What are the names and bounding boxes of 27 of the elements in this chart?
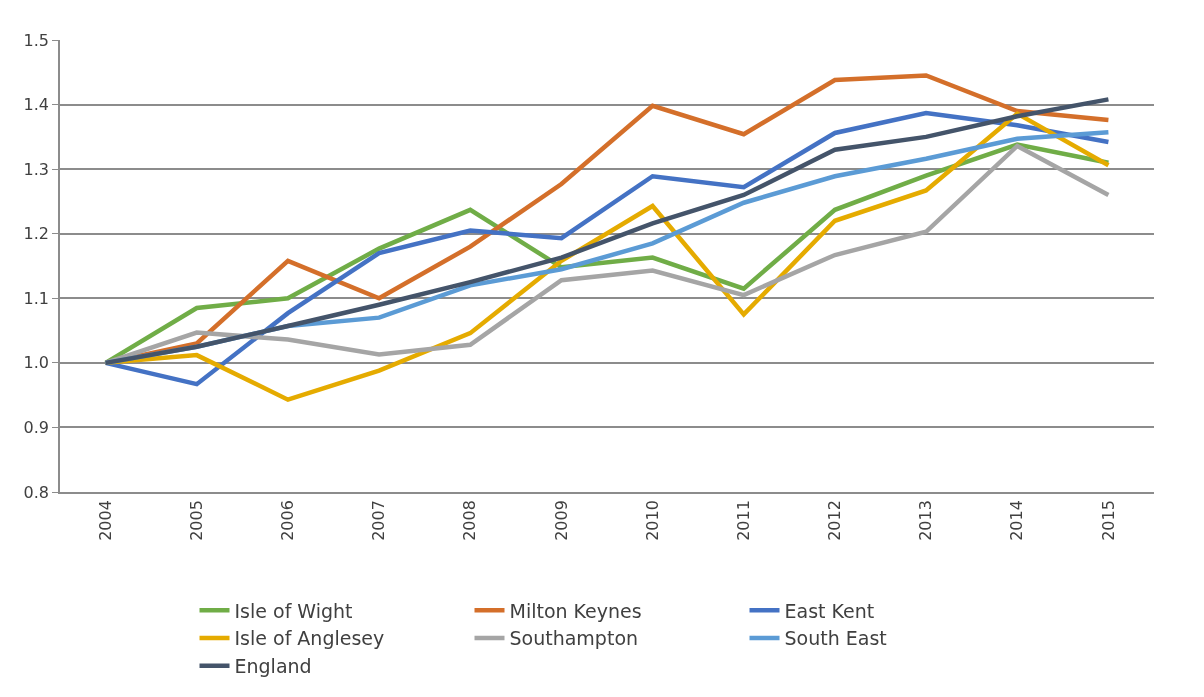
y-tick-label: 1.5 [23,30,50,50]
y-tick-label: 0.8 [23,482,50,502]
legend-label: Southampton [509,627,639,650]
x-tick-label: 2011 [733,500,753,541]
x-tick-label: 2005 [186,500,206,541]
y-tick-label: 1.0 [23,353,50,373]
y-tick-label: 0.9 [23,418,50,438]
x-tick-label: 2007 [369,500,389,541]
y-tick-label: 1.2 [23,224,50,244]
legend-label: Milton Keynes [509,599,642,622]
x-tick-label: 2015 [1098,500,1118,541]
x-tick-label: 2009 [551,500,571,541]
y-tick-label: 1.1 [23,288,50,308]
legend-label: England [234,655,312,678]
legend-label: Isle of Wight [234,599,353,622]
x-tick-label: 2013 [916,500,936,541]
x-tick-label: 2014 [1007,500,1027,541]
x-tick-label: 2006 [278,500,298,541]
y-tick-label: 1.4 [23,95,50,115]
x-tick-label: 2004 [95,500,115,541]
legend-label: East Kent [784,599,875,622]
x-tick-label: 2012 [825,500,845,541]
legend-label: South East [784,627,887,650]
x-tick-label: 2008 [460,500,480,541]
y-tick-label: 1.3 [23,159,50,179]
legend-label: Isle of Anglesey [234,627,385,650]
x-tick-label: 2010 [642,500,662,541]
